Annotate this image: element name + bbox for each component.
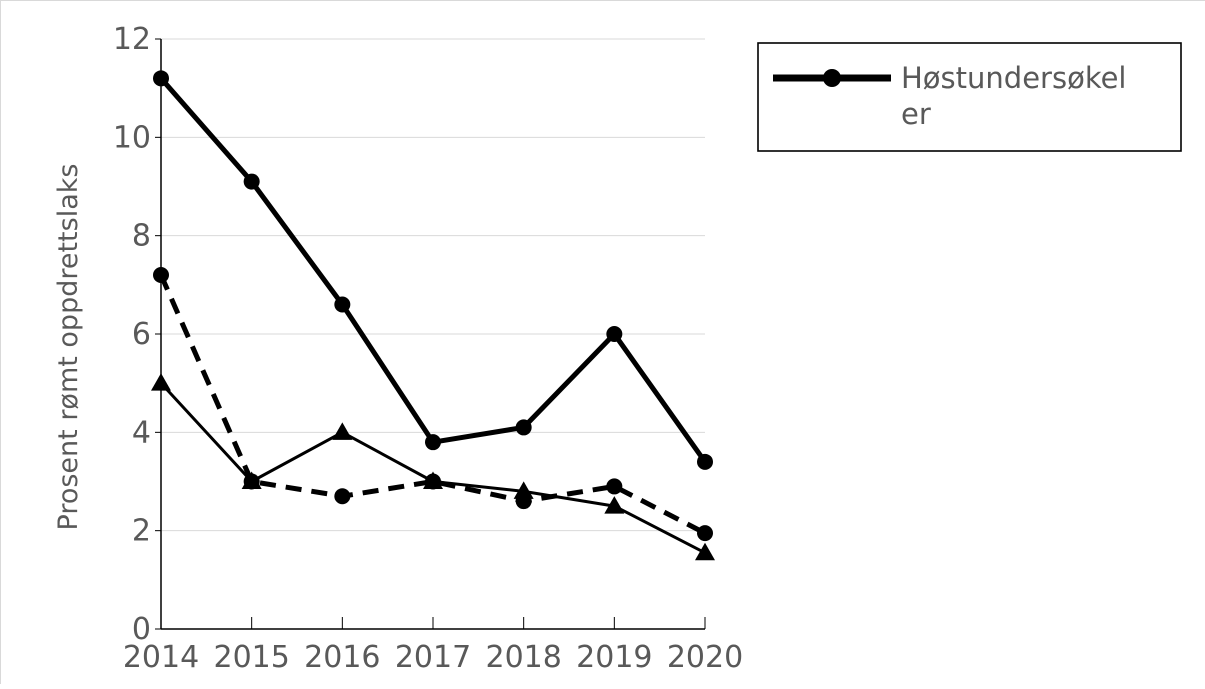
series-2 bbox=[151, 373, 715, 561]
data-point bbox=[243, 473, 260, 490]
series bbox=[151, 70, 715, 561]
series-line bbox=[159, 382, 706, 555]
y-axis-ticks: 0 2 4 6 8 10 12 bbox=[113, 22, 161, 647]
series-0 bbox=[153, 70, 713, 470]
x-tick-label: 2019 bbox=[576, 640, 652, 675]
x-tick-label: 2017 bbox=[395, 640, 471, 675]
data-point bbox=[153, 267, 169, 283]
y-tick-label: 8 bbox=[132, 219, 151, 254]
data-point bbox=[513, 481, 534, 499]
data-point bbox=[153, 70, 169, 87]
x-tick-label: 2016 bbox=[304, 640, 380, 675]
data-point bbox=[697, 525, 713, 542]
legend-swatch-marker bbox=[823, 69, 841, 87]
data-point bbox=[425, 473, 441, 490]
legend-label-line-1: Høstundersøkel bbox=[901, 61, 1126, 95]
data-point bbox=[515, 493, 532, 510]
legend-box bbox=[757, 42, 1182, 152]
x-tick-label: 2018 bbox=[485, 640, 561, 675]
data-point bbox=[606, 326, 623, 342]
data-point bbox=[606, 478, 623, 495]
series-1 bbox=[153, 267, 713, 542]
y-tick-label: 12 bbox=[113, 22, 151, 57]
data-point bbox=[151, 373, 171, 391]
legend: Høstundersøkel er bbox=[757, 42, 1182, 152]
x-tick-label: 2020 bbox=[667, 640, 743, 675]
x-tick-label: 2014 bbox=[123, 640, 199, 675]
series-line bbox=[159, 76, 708, 464]
gridlines bbox=[161, 38, 705, 532]
y-tick-label: 10 bbox=[113, 120, 151, 155]
data-point bbox=[695, 542, 715, 561]
data-point bbox=[243, 173, 260, 190]
data-point bbox=[334, 296, 351, 313]
legend-label-line-2: er bbox=[901, 97, 931, 131]
y-axis-title: Prosent rømt oppdrettslaks bbox=[53, 164, 84, 531]
data-point bbox=[334, 488, 351, 505]
data-point bbox=[425, 434, 441, 451]
series-line bbox=[158, 273, 707, 536]
y-tick-label: 4 bbox=[132, 415, 151, 450]
x-axis-ticks: 2014 2015 2016 2017 2018 2019 2020 bbox=[123, 617, 743, 675]
data-point bbox=[332, 422, 353, 440]
x-tick-label: 2015 bbox=[213, 640, 289, 675]
data-point bbox=[697, 453, 713, 470]
y-tick-label: 2 bbox=[132, 514, 151, 549]
data-point bbox=[515, 419, 532, 436]
y-tick-label: 0 bbox=[132, 612, 151, 647]
data-point bbox=[604, 496, 625, 514]
y-tick-label: 6 bbox=[132, 317, 151, 352]
